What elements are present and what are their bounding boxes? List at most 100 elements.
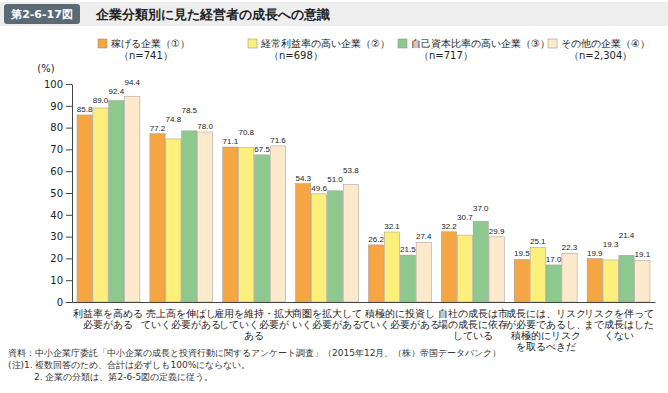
- data-label: 29.9: [489, 227, 505, 236]
- bar: [239, 148, 254, 302]
- y-tick-mark: [66, 84, 72, 85]
- y-tick-label: 60: [50, 166, 63, 177]
- y-tick: 70: [50, 144, 72, 155]
- data-label: 19.1: [635, 250, 651, 259]
- y-tick-mark: [66, 280, 72, 281]
- y-tick-mark: [66, 149, 72, 150]
- bar: [441, 232, 456, 302]
- x-tick-label: 成長には、リスクが必要であるし、積極的にリスクを取るべきだ: [506, 308, 586, 352]
- y-tick-label: 80: [50, 122, 63, 133]
- legend-label: 稼げる企業（①）（n=741）: [111, 38, 190, 61]
- y-tick-mark: [66, 171, 72, 172]
- legend-label: 経常利益率の高い企業（②）（n=698）: [260, 38, 390, 61]
- bar: [603, 260, 618, 302]
- data-label: 78.5: [181, 106, 197, 115]
- y-tick-label: 70: [50, 144, 63, 155]
- data-label: 71.6: [270, 136, 286, 145]
- header-band: [0, 2, 668, 26]
- x-tick: 売上高を伸ばしていく必要がある: [141, 302, 221, 330]
- bar: [93, 108, 108, 302]
- data-label: 17.0: [546, 255, 562, 264]
- bar: [312, 194, 327, 302]
- data-label: 32.2: [441, 222, 457, 231]
- data-label: 21.5: [400, 245, 416, 254]
- y-tick-label: 30: [50, 231, 63, 242]
- data-label: 92.4: [109, 87, 125, 96]
- note: (注)1. 複数回答のため、合計は必ずしも100%にならない。: [8, 360, 250, 370]
- bar: [530, 247, 545, 302]
- legend-swatch: [248, 39, 257, 48]
- bar: [546, 265, 561, 302]
- data-label: 71.1: [223, 137, 239, 146]
- y-tick-label: 100: [44, 79, 63, 90]
- data-label: 27.4: [416, 232, 432, 241]
- bar: [109, 101, 124, 302]
- data-label: 19.5: [514, 249, 530, 258]
- bar: [635, 260, 650, 302]
- y-tick: 10: [50, 275, 72, 286]
- y-tick: 50: [50, 188, 72, 199]
- data-label: 94.4: [124, 78, 140, 87]
- data-label: 67.5: [254, 145, 270, 154]
- x-axis: 利益率を高める必要がある売上高を伸ばしていく必要がある雇用を維持・拡大していく必…: [73, 302, 656, 352]
- y-tick-label: 50: [50, 188, 63, 199]
- bar: [327, 191, 342, 302]
- x-tick: 自社の成長は市場の成長に依存している: [437, 302, 508, 341]
- x-tick: リスクを伴ってまで成長はしたくない: [584, 302, 654, 341]
- y-axis-line: [72, 85, 73, 303]
- x-tick: 雇用を維持・拡大していく必要がある: [214, 302, 294, 341]
- y-tick: 100: [44, 79, 72, 90]
- y-tick-mark: [66, 106, 72, 107]
- legend-swatch: [398, 39, 407, 48]
- data-label: 21.4: [619, 231, 635, 240]
- bar: [489, 237, 504, 302]
- data-label: 26.2: [368, 235, 384, 244]
- y-tick: 40: [50, 210, 72, 221]
- bar: [150, 134, 165, 302]
- x-tick-label: 積極的に投資していく必要がある: [360, 308, 440, 330]
- y-tick-label: 20: [50, 253, 63, 264]
- data-label: 78.0: [197, 122, 213, 131]
- note: 資料：中小企業庁委託「中小企業の成長と投資行動に関するアンケート調査」（2015…: [8, 348, 501, 358]
- data-label: 22.3: [562, 243, 578, 252]
- data-label: 25.1: [530, 237, 546, 246]
- data-label: 30.7: [457, 213, 473, 222]
- y-tick: 20: [50, 253, 72, 264]
- bar: [619, 255, 634, 302]
- bar: [416, 242, 431, 302]
- figure-number-box: [4, 4, 80, 24]
- y-tick-label: 90: [50, 101, 63, 112]
- legend-label: 自己資本比率の高い企業（③）（n=717）: [411, 38, 550, 61]
- x-tick-label: 商圏を拡大していく必要がある: [292, 308, 362, 330]
- y-tick: 60: [50, 166, 72, 177]
- y-tick: 0: [57, 297, 72, 308]
- data-label: 70.8: [238, 128, 254, 137]
- y-tick-mark: [66, 215, 72, 216]
- y-axis: 0 10 20 30 40 50 60 70 80 90 100: [44, 79, 73, 308]
- legend-swatch: [98, 39, 107, 48]
- data-label: 74.8: [166, 115, 182, 124]
- data-label: 53.8: [343, 166, 359, 175]
- note: 2. 企業の分類は、第2-6-5図の定義に従う。: [34, 372, 213, 382]
- bar: [270, 146, 285, 302]
- x-axis-line: [73, 302, 656, 303]
- y-axis-title: (%): [37, 63, 54, 74]
- bar: [369, 245, 384, 302]
- x-tick: 成長には、リスクが必要であるし、積極的にリスクを取るべきだ: [506, 302, 586, 352]
- y-tick-mark: [66, 193, 72, 194]
- data-label: 19.9: [587, 249, 603, 258]
- data-label: 54.3: [295, 174, 311, 183]
- y-tick: 80: [50, 122, 72, 133]
- y-tick-label: 40: [50, 210, 63, 221]
- x-tick-label: リスクを伴ってまで成長はしたくない: [584, 308, 654, 341]
- x-tick: 積極的に投資していく必要がある: [360, 302, 440, 330]
- y-tick: 30: [50, 231, 72, 242]
- y-tick-mark: [66, 302, 72, 303]
- bar: [562, 253, 577, 302]
- bar: [255, 155, 270, 302]
- x-tick: 商圏を拡大していく必要がある: [292, 302, 362, 330]
- bar: [457, 235, 472, 302]
- bar: [198, 132, 213, 302]
- legend-swatch: [548, 39, 557, 48]
- x-tick: 利益率を高める必要がある: [73, 302, 143, 330]
